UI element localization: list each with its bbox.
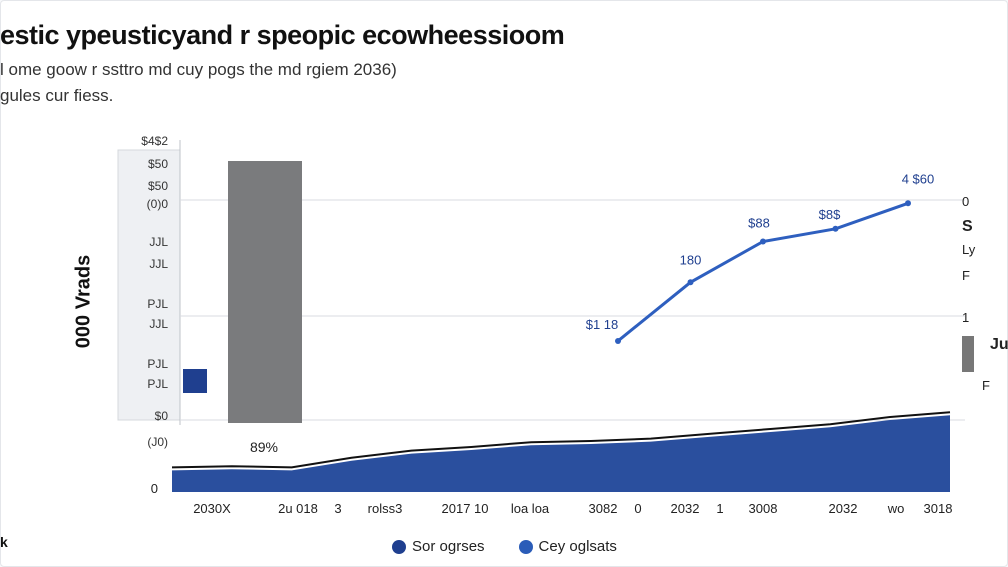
- line-point-label-5: 4 $60: [902, 171, 935, 186]
- right-panel-row-5: 1: [962, 310, 970, 325]
- line-point-4: [832, 225, 839, 232]
- x-tick-label-6: loa loa: [511, 501, 550, 516]
- x-tick-label-13: wo: [887, 501, 905, 516]
- line-point-2: [687, 279, 694, 286]
- x-tick-label-9: 2032: [671, 501, 700, 516]
- x-tick-label-11: 3008: [749, 501, 778, 516]
- y-tick-label-8: JJL: [149, 317, 168, 331]
- area-series: [172, 415, 950, 492]
- legend-dot-1: [392, 539, 406, 554]
- line-point-1: [615, 337, 621, 344]
- y-tick-label-2: $50: [148, 157, 168, 171]
- legend-item-1[interactable]: Sor ogrses: [392, 538, 485, 555]
- bar-label-gray: 89%: [250, 439, 278, 455]
- y-tick-label-12: (J0): [147, 435, 168, 449]
- line-point-5: [905, 200, 911, 207]
- right-panel-row-7: F: [982, 378, 990, 393]
- y-zero-label: 0: [151, 481, 158, 496]
- line-point-label-4: $8$: [819, 207, 841, 222]
- right-panel-row-6: Ju: [990, 336, 1008, 353]
- y-tick-label-10: PJL: [147, 377, 168, 391]
- bar-gray-bar: [228, 161, 302, 423]
- y-tick-label-7: PJL: [147, 297, 168, 311]
- legend: Sor ogrses Cey oglsats: [392, 538, 617, 555]
- line-point-label-3: $88: [748, 216, 770, 231]
- line-point-3: [760, 238, 766, 245]
- right-panel-row-4: F: [962, 268, 970, 283]
- right-panel-row-3: Ly: [962, 242, 976, 257]
- x-tick-label-8: 0: [634, 501, 641, 516]
- right-panel-row-1: 0: [962, 194, 970, 209]
- legend-label-1: Sor ogrses: [412, 538, 485, 555]
- y-tick-label-4: (0)0: [147, 197, 169, 211]
- area-trend-line: [171, 411, 951, 469]
- x-tick-label-5: 2017 10: [442, 501, 489, 516]
- chart-subtitle-line2: gules cur fiess.: [0, 86, 114, 105]
- y-tick-label-5: JJL: [149, 235, 168, 249]
- corner-mark: k: [0, 534, 8, 550]
- y-tick-panel: [117, 149, 181, 421]
- x-tick-label-12: 2032: [829, 501, 858, 516]
- chart-title: estic ypeusticyand r speopic ecowheessio…: [0, 20, 565, 50]
- y-tick-label-9: PJL: [147, 357, 168, 371]
- y-tick-label-11: $0: [155, 409, 169, 423]
- y-tick-label-3: $50: [148, 179, 168, 193]
- legend-dot-2: [518, 539, 533, 554]
- x-tick-label-10: 1: [716, 501, 723, 516]
- y-tick-label-1: $4$2: [141, 134, 168, 148]
- right-panel-row-2: S: [962, 218, 973, 235]
- line-point-label-2: 180: [680, 252, 702, 267]
- x-tick-label-14: 3018: [924, 501, 953, 516]
- legend-item-2[interactable]: Cey oglsats: [518, 538, 617, 555]
- legend-label-2: Cey oglsats: [538, 538, 617, 555]
- x-tick-label-7: 3082: [589, 501, 618, 516]
- chart-subtitle: l ome goow r ssttro md cuy pogs the md r…: [0, 60, 397, 79]
- right-side-panel: 0 S Ly F 1 Ju F: [962, 190, 1008, 410]
- x-tick-label-4: rolss3: [368, 501, 403, 516]
- x-tick-label-3: 3: [334, 501, 341, 516]
- y-tick-label-6: JJL: [149, 257, 168, 271]
- x-tick-label-1: 2030X: [193, 501, 231, 516]
- line-point-label-1: $1 18: [586, 317, 619, 332]
- x-tick-label-2: 2u 018: [278, 501, 318, 516]
- bar-small-blue-bar: [183, 369, 207, 393]
- right-panel-gray-bar: [962, 336, 974, 372]
